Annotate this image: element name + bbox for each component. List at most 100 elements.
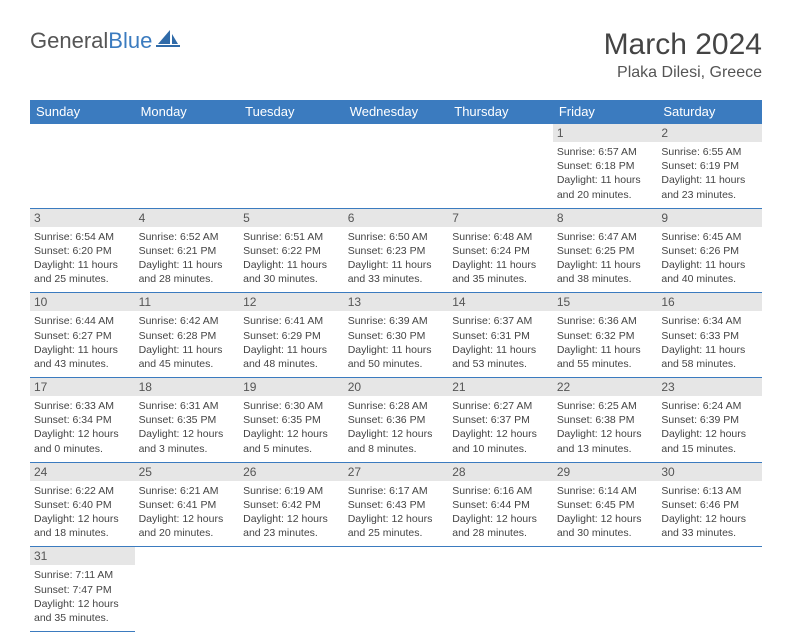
day-cell: Sunrise: 6:36 AMSunset: 6:32 PMDaylight:… — [553, 311, 658, 377]
day-cell: Sunrise: 6:28 AMSunset: 6:36 PMDaylight:… — [344, 396, 449, 462]
day-cell: Sunrise: 6:45 AMSunset: 6:26 PMDaylight:… — [657, 227, 762, 293]
day-number: 11 — [135, 293, 240, 312]
day-cell: Sunrise: 6:25 AMSunset: 6:38 PMDaylight:… — [553, 396, 658, 462]
weekday-header: Tuesday — [239, 100, 344, 124]
day-number: 31 — [30, 547, 135, 566]
day-number: 17 — [30, 378, 135, 397]
day-number — [135, 547, 240, 566]
day-number: 9 — [657, 208, 762, 227]
day-number — [448, 124, 553, 143]
day-cell: Sunrise: 6:14 AMSunset: 6:45 PMDaylight:… — [553, 481, 658, 547]
day-cell: Sunrise: 6:13 AMSunset: 6:46 PMDaylight:… — [657, 481, 762, 547]
day-cell — [448, 565, 553, 631]
day-number: 20 — [344, 378, 449, 397]
day-number: 23 — [657, 378, 762, 397]
day-cell: Sunrise: 6:19 AMSunset: 6:42 PMDaylight:… — [239, 481, 344, 547]
day-number: 26 — [239, 462, 344, 481]
day-cell: Sunrise: 6:21 AMSunset: 6:41 PMDaylight:… — [135, 481, 240, 547]
day-cell: Sunrise: 6:52 AMSunset: 6:21 PMDaylight:… — [135, 227, 240, 293]
day-cell — [344, 565, 449, 631]
day-number: 30 — [657, 462, 762, 481]
day-cell: Sunrise: 6:30 AMSunset: 6:35 PMDaylight:… — [239, 396, 344, 462]
day-cell: Sunrise: 6:37 AMSunset: 6:31 PMDaylight:… — [448, 311, 553, 377]
day-number: 7 — [448, 208, 553, 227]
day-number: 16 — [657, 293, 762, 312]
day-cell — [135, 565, 240, 631]
day-number: 28 — [448, 462, 553, 481]
day-cell: Sunrise: 6:47 AMSunset: 6:25 PMDaylight:… — [553, 227, 658, 293]
day-cell: Sunrise: 6:31 AMSunset: 6:35 PMDaylight:… — [135, 396, 240, 462]
day-cell: Sunrise: 6:48 AMSunset: 6:24 PMDaylight:… — [448, 227, 553, 293]
day-cell — [657, 565, 762, 631]
day-number — [448, 547, 553, 566]
month-title: March 2024 — [604, 28, 762, 62]
day-number — [30, 124, 135, 143]
day-number: 25 — [135, 462, 240, 481]
day-cell — [553, 565, 658, 631]
day-cell — [30, 142, 135, 208]
weekday-header: Sunday — [30, 100, 135, 124]
day-cell — [239, 142, 344, 208]
day-cell — [135, 142, 240, 208]
day-number — [135, 124, 240, 143]
day-number: 22 — [553, 378, 658, 397]
day-cell: Sunrise: 6:22 AMSunset: 6:40 PMDaylight:… — [30, 481, 135, 547]
title-block: March 2024 Plaka Dilesi, Greece — [604, 28, 762, 82]
day-cell: Sunrise: 6:39 AMSunset: 6:30 PMDaylight:… — [344, 311, 449, 377]
day-number: 19 — [239, 378, 344, 397]
day-number — [344, 547, 449, 566]
day-number: 4 — [135, 208, 240, 227]
day-number: 24 — [30, 462, 135, 481]
day-number: 27 — [344, 462, 449, 481]
day-number: 13 — [344, 293, 449, 312]
sail-icon — [156, 28, 180, 54]
day-cell: Sunrise: 6:34 AMSunset: 6:33 PMDaylight:… — [657, 311, 762, 377]
day-number — [553, 547, 658, 566]
day-cell: Sunrise: 6:44 AMSunset: 6:27 PMDaylight:… — [30, 311, 135, 377]
day-cell: Sunrise: 6:50 AMSunset: 6:23 PMDaylight:… — [344, 227, 449, 293]
day-number: 21 — [448, 378, 553, 397]
day-number: 14 — [448, 293, 553, 312]
day-number: 18 — [135, 378, 240, 397]
logo-text-1: General — [30, 28, 108, 54]
day-cell: Sunrise: 6:33 AMSunset: 6:34 PMDaylight:… — [30, 396, 135, 462]
day-number: 29 — [553, 462, 658, 481]
day-number: 5 — [239, 208, 344, 227]
location: Plaka Dilesi, Greece — [604, 64, 762, 82]
header: GeneralBlue March 2024 Plaka Dilesi, Gre… — [30, 28, 762, 82]
day-cell: Sunrise: 6:57 AMSunset: 6:18 PMDaylight:… — [553, 142, 658, 208]
day-cell: Sunrise: 6:42 AMSunset: 6:28 PMDaylight:… — [135, 311, 240, 377]
day-cell: Sunrise: 6:17 AMSunset: 6:43 PMDaylight:… — [344, 481, 449, 547]
day-cell: Sunrise: 6:24 AMSunset: 6:39 PMDaylight:… — [657, 396, 762, 462]
day-cell: Sunrise: 6:41 AMSunset: 6:29 PMDaylight:… — [239, 311, 344, 377]
day-number: 1 — [553, 124, 658, 143]
day-cell: Sunrise: 6:55 AMSunset: 6:19 PMDaylight:… — [657, 142, 762, 208]
day-number: 6 — [344, 208, 449, 227]
day-cell — [239, 565, 344, 631]
logo-text-2: Blue — [108, 28, 152, 54]
day-number: 8 — [553, 208, 658, 227]
weekday-header: Thursday — [448, 100, 553, 124]
day-cell — [344, 142, 449, 208]
day-cell: Sunrise: 6:16 AMSunset: 6:44 PMDaylight:… — [448, 481, 553, 547]
weekday-header: Wednesday — [344, 100, 449, 124]
day-cell: Sunrise: 6:54 AMSunset: 6:20 PMDaylight:… — [30, 227, 135, 293]
day-number: 15 — [553, 293, 658, 312]
day-number: 3 — [30, 208, 135, 227]
day-cell: Sunrise: 7:11 AMSunset: 7:47 PMDaylight:… — [30, 565, 135, 631]
weekday-header: Monday — [135, 100, 240, 124]
day-number: 10 — [30, 293, 135, 312]
day-number — [657, 547, 762, 566]
day-number — [239, 124, 344, 143]
day-number — [344, 124, 449, 143]
weekday-header: Friday — [553, 100, 658, 124]
day-number: 2 — [657, 124, 762, 143]
day-cell: Sunrise: 6:27 AMSunset: 6:37 PMDaylight:… — [448, 396, 553, 462]
weekday-header: Saturday — [657, 100, 762, 124]
day-number: 12 — [239, 293, 344, 312]
calendar-table: SundayMondayTuesdayWednesdayThursdayFrid… — [30, 100, 762, 632]
logo: GeneralBlue — [30, 28, 180, 54]
day-cell — [448, 142, 553, 208]
day-number — [239, 547, 344, 566]
day-cell: Sunrise: 6:51 AMSunset: 6:22 PMDaylight:… — [239, 227, 344, 293]
